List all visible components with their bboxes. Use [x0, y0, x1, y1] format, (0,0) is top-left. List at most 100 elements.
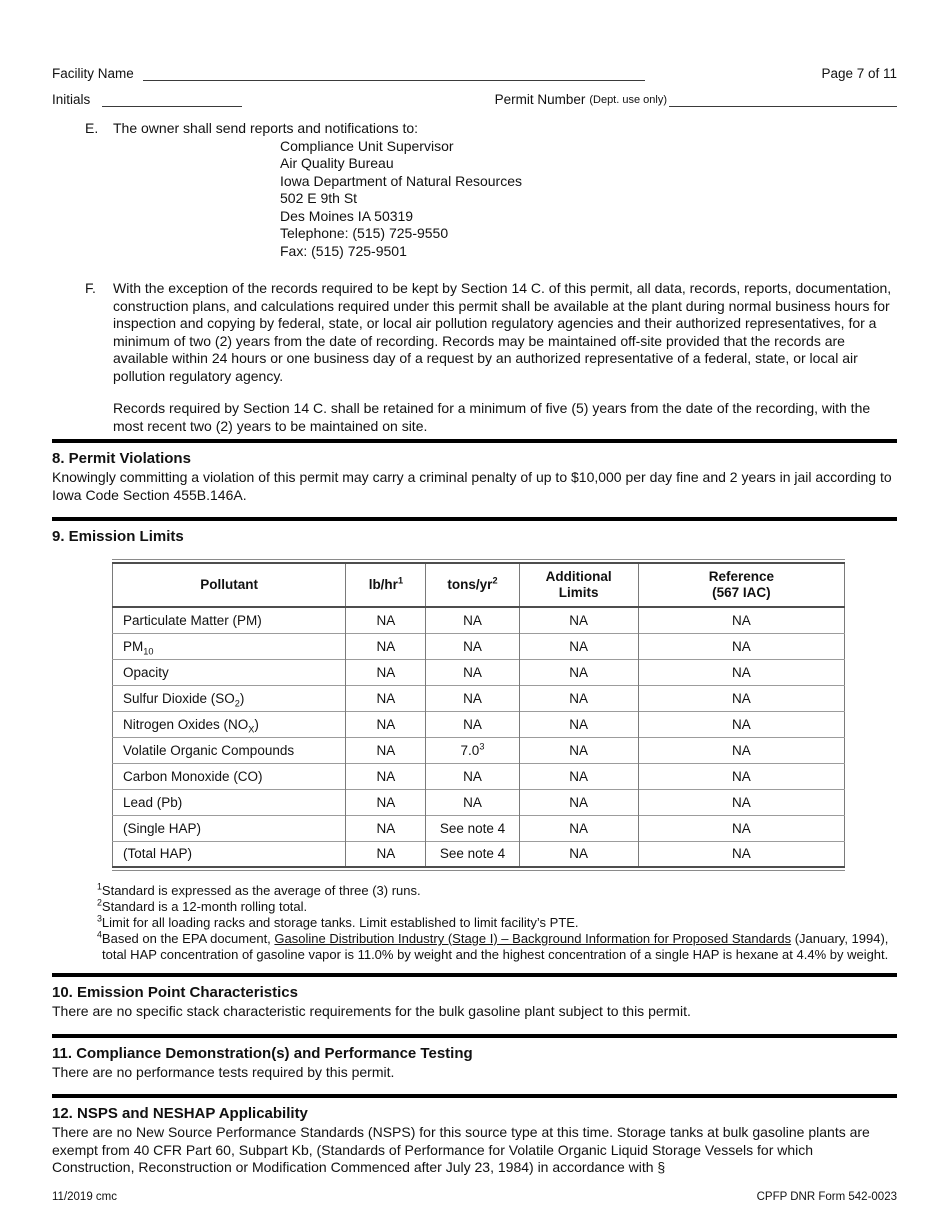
footnote-marker: 3: [97, 913, 102, 924]
table-head: Pollutant lb/hr1 tons/yr2 Additional Limits…: [112, 563, 845, 608]
value-cell: NA: [637, 762, 845, 789]
value-cell: See note 4: [425, 840, 520, 867]
facility-name-field[interactable]: [142, 64, 645, 81]
permit-number-note: (Dept. use only): [589, 94, 667, 106]
address-line: Fax: (515) 725-9501: [280, 242, 407, 259]
pollutant-cell: PM10: [112, 632, 346, 659]
value-cell: NA: [518, 788, 639, 815]
value-cell: NA: [637, 710, 845, 737]
permit-number-label: Permit Number: [494, 92, 586, 107]
page-header-row-2: Initials Permit Number (Dept. use only): [52, 90, 897, 107]
footer-form-number: CPFP DNR Form 542-0023: [756, 1190, 897, 1203]
pollutant-cell: Volatile Organic Compounds: [112, 736, 346, 763]
footnote-text: Limit for all loading racks and storage …: [101, 915, 579, 930]
value-cell: NA: [518, 840, 639, 867]
footer-revision: 11/2019 cmc: [52, 1190, 117, 1203]
item-e-letter: E.: [85, 120, 99, 136]
table-body: Particulate Matter (PM) NA NA NA NA PM10 NA NA N…: [112, 606, 845, 867]
permit-number-field[interactable]: [669, 90, 897, 107]
value-cell: NA: [518, 684, 639, 711]
table-row: Volatile Organic Compounds NA 7.03 NA NA: [112, 736, 845, 763]
value-cell: NA: [637, 788, 845, 815]
footnote: 1Standard is expressed as the average of…: [97, 881, 899, 899]
permit-number-group: Permit Number (Dept. use only): [495, 90, 897, 107]
page-number: Page 7 of 11: [821, 66, 897, 81]
item-f-letter: F.: [85, 280, 96, 296]
value-cell: NA: [518, 710, 639, 737]
section-divider-bar: [52, 1033, 897, 1038]
section-10-title: 10. Emission Point Characteristics: [52, 984, 298, 1001]
value-cell: NA: [345, 840, 426, 867]
value-cell: NA: [518, 736, 639, 763]
footnote-marker: 2: [97, 897, 102, 908]
item-e: E. The owner shall send reports and noti…: [52, 120, 897, 260]
facility-name-label: Facility Name: [52, 66, 134, 81]
column-header: Pollutant: [112, 563, 346, 608]
value-cell: NA: [637, 658, 845, 685]
item-f: F. With the exception of the records req…: [52, 280, 897, 435]
table-row: (Total HAP) NA See note 4 NA NA: [112, 840, 845, 867]
item-f-paragraph-1: With the exception of the records requir…: [113, 280, 892, 384]
value-cell: NA: [637, 840, 845, 867]
value-cell: NA: [637, 814, 845, 841]
section-8-title: 8. Permit Violations: [52, 450, 191, 467]
footnote-text: Based on the EPA document,: [101, 931, 275, 946]
value-cell: NA: [518, 632, 639, 659]
table-row: Lead (Pb) NA NA NA NA: [112, 788, 845, 815]
section-12-title: 12. NSPS and NESHAP Applicability: [52, 1105, 308, 1122]
pollutant-cell: Sulfur Dioxide (SO2): [112, 684, 346, 711]
value-cell: NA: [425, 658, 520, 685]
value-cell: NA: [518, 658, 639, 685]
footnote-text: Standard is a 12-month rolling total.: [101, 899, 308, 914]
address-line: Telephone: (515) 725-9550: [280, 225, 449, 241]
column-header: lb/hr1: [345, 563, 426, 608]
address-line: Iowa Department of Natural Resources: [280, 172, 522, 189]
footnote: 4Based on the EPA document, Gasoline Dis…: [97, 929, 899, 963]
mailing-address: Compliance Unit Supervisor Air Quality B…: [280, 138, 897, 261]
value-cell: NA: [518, 762, 639, 789]
address-line: Des Moines IA 50319: [280, 207, 414, 224]
footnote-marker: 1: [97, 881, 102, 892]
value-cell: See note 4: [425, 814, 520, 841]
value-cell: NA: [345, 814, 426, 841]
address-line: Compliance Unit Supervisor: [280, 137, 454, 154]
table-row: (Single HAP) NA See note 4 NA NA: [112, 814, 845, 841]
table-row: Opacity NA NA NA NA: [112, 658, 845, 685]
value-cell: NA: [637, 606, 845, 633]
section-divider-bar: [52, 973, 897, 977]
footnote-underlined-title: Gasoline Distribution Industry (Stage I)…: [274, 931, 792, 946]
emission-limits-table-wrapper: Pollutant lb/hr1 tons/yr2 Additional Limits…: [112, 559, 845, 871]
footnote-text: (January, 1994), total HAP concentration…: [102, 931, 889, 962]
value-cell: NA: [425, 788, 520, 815]
value-cell: NA: [345, 762, 426, 789]
value-cell: NA: [425, 710, 520, 737]
section-9-title: 9. Emission Limits: [52, 528, 184, 545]
footnote-text: Standard is expressed as the average of …: [101, 883, 421, 898]
value-cell: NA: [425, 606, 520, 633]
table-row: PM10 NA NA NA NA: [112, 632, 845, 659]
section-divider-bar: [52, 517, 897, 521]
initials-field[interactable]: [102, 90, 243, 107]
section-11-body: There are no performance tests required …: [52, 1063, 395, 1080]
value-cell: NA: [345, 710, 426, 737]
table-header-row: Pollutant lb/hr1 tons/yr2 Additional Limits…: [112, 563, 845, 608]
section-divider-bar: [52, 439, 897, 443]
item-e-intro: The owner shall send reports and notific…: [113, 120, 419, 136]
initials-label: Initials: [52, 92, 91, 107]
item-f-paragraph-2: Records required by Section 14 C. shall …: [113, 400, 871, 434]
value-cell: NA: [425, 762, 520, 789]
value-cell: NA: [345, 632, 426, 659]
value-cell: NA: [345, 606, 426, 633]
pollutant-cell: Carbon Monoxide (CO): [112, 762, 346, 789]
value-cell: NA: [345, 658, 426, 685]
section-10-body: There are no specific stack characterist…: [52, 1003, 691, 1019]
value-cell: NA: [345, 736, 426, 763]
table-footnotes: 1Standard is expressed as the average of…: [97, 881, 899, 963]
column-header: Additional Limits: [518, 563, 639, 608]
value-cell: NA: [637, 684, 845, 711]
pollutant-cell: Opacity: [112, 658, 346, 685]
pollutant-cell: (Single HAP): [112, 814, 346, 841]
footnote-marker: 4: [97, 929, 102, 940]
value-cell: NA: [518, 606, 639, 633]
